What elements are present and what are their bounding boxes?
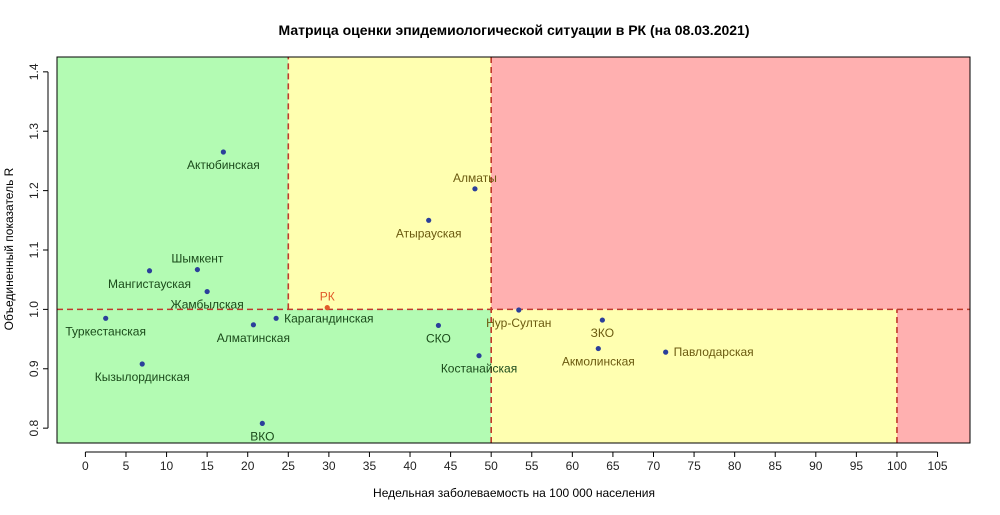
zone-0 [57, 57, 289, 310]
plot-frame [56, 56, 971, 444]
x-tick-label: 70 [647, 459, 661, 473]
data-point [103, 315, 109, 321]
zone-layer [57, 57, 970, 443]
threshold-lines [57, 57, 970, 443]
point-label: ЗКО [591, 326, 614, 340]
point-label: Атырауская [396, 226, 462, 240]
x-tick-label: 35 [363, 459, 377, 473]
x-tick-label: 75 [687, 459, 701, 473]
data-point [259, 420, 265, 427]
zone-1 [57, 309, 492, 443]
data-point [599, 317, 605, 323]
point-label: Павлодарская [674, 345, 754, 359]
x-tick-label: 45 [444, 459, 458, 473]
data-point [204, 288, 210, 295]
point-label: Актюбинская [187, 158, 260, 172]
x-tick-label: 5 [123, 459, 130, 473]
x-axis: 0 5 10 15 20 25 30 35 40 45 50 55 60 65 70 75 80 85 90 95 10… [82, 451, 948, 473]
x-tick-label: 105 [928, 459, 948, 473]
y-tick-label: 1.1 [27, 241, 41, 258]
y-tick-label: 0.8 [27, 419, 41, 436]
x-tick-label: 40 [403, 459, 417, 473]
x-tick-label: 15 [200, 459, 214, 473]
point-label: Карагандинская [284, 311, 373, 325]
x-tick-label: 85 [769, 459, 783, 473]
data-point [472, 186, 478, 192]
x-tick-label: 55 [525, 459, 539, 473]
zone-2 [288, 57, 492, 310]
x-tick-label: 30 [322, 459, 336, 473]
y-tick-label: 1.4 [27, 63, 41, 80]
zone-4 [491, 57, 970, 310]
x-tick-label: 95 [850, 459, 864, 473]
x-axis-label: Недельная заболеваемость на 100 000 насе… [373, 486, 655, 500]
point-label: Кызылординская [95, 370, 190, 384]
x-tick-label: 90 [809, 459, 823, 473]
data-point [435, 322, 442, 329]
zone-3 [491, 309, 897, 443]
point-label: Алматинская [217, 331, 290, 345]
point-label: Туркестанская [65, 324, 146, 338]
data-point [476, 353, 482, 359]
data-point [194, 266, 200, 273]
data-point [516, 307, 522, 313]
x-tick-label: 25 [282, 459, 296, 473]
data-point [139, 361, 145, 367]
x-tick-label: 80 [728, 459, 742, 473]
y-axis: 0.8 0.9 1.0 1.1 1.2 1.3 1.4 [27, 63, 49, 436]
point-label: Мангистауская [108, 277, 191, 291]
y-tick-label: 0.9 [27, 360, 41, 377]
data-point [595, 345, 601, 352]
point-label: РК [320, 290, 335, 304]
point-label: Костанайская [441, 362, 517, 376]
y-tick-label: 1.3 [27, 123, 41, 140]
data-point [663, 349, 669, 355]
data-point [220, 149, 226, 155]
point-label: ВКО [250, 429, 274, 443]
y-tick-label: 1.2 [27, 182, 41, 199]
y-axis-label: Объединенный показатель R [2, 167, 16, 330]
x-tick-label: 65 [606, 459, 620, 473]
x-tick-label: 20 [241, 459, 255, 473]
point-label: СКО [426, 331, 451, 345]
x-tick-label: 100 [887, 459, 907, 473]
data-point [324, 305, 330, 311]
zone-5 [896, 309, 970, 443]
chart-title: Матрица оценки эпидемиологической ситуац… [278, 22, 749, 38]
data-point [146, 268, 153, 274]
data-points: Актюбинская Алматы Атырауская Шымкент Мангис… [65, 149, 754, 443]
point-label: Шымкент [171, 252, 224, 266]
data-point [273, 315, 279, 321]
data-point [250, 322, 256, 328]
x-tick-label: 10 [160, 459, 174, 473]
point-label: Нур-Султан [486, 316, 551, 330]
x-tick-label: 60 [566, 459, 580, 473]
point-label: Жамбылская [171, 298, 244, 312]
x-tick-label: 50 [485, 459, 499, 473]
x-tick-label: 0 [82, 459, 89, 473]
point-label: Алматы [453, 171, 497, 185]
point-label: Акмолинская [562, 355, 635, 369]
y-tick-label: 1.0 [27, 301, 41, 318]
data-point [426, 217, 432, 223]
